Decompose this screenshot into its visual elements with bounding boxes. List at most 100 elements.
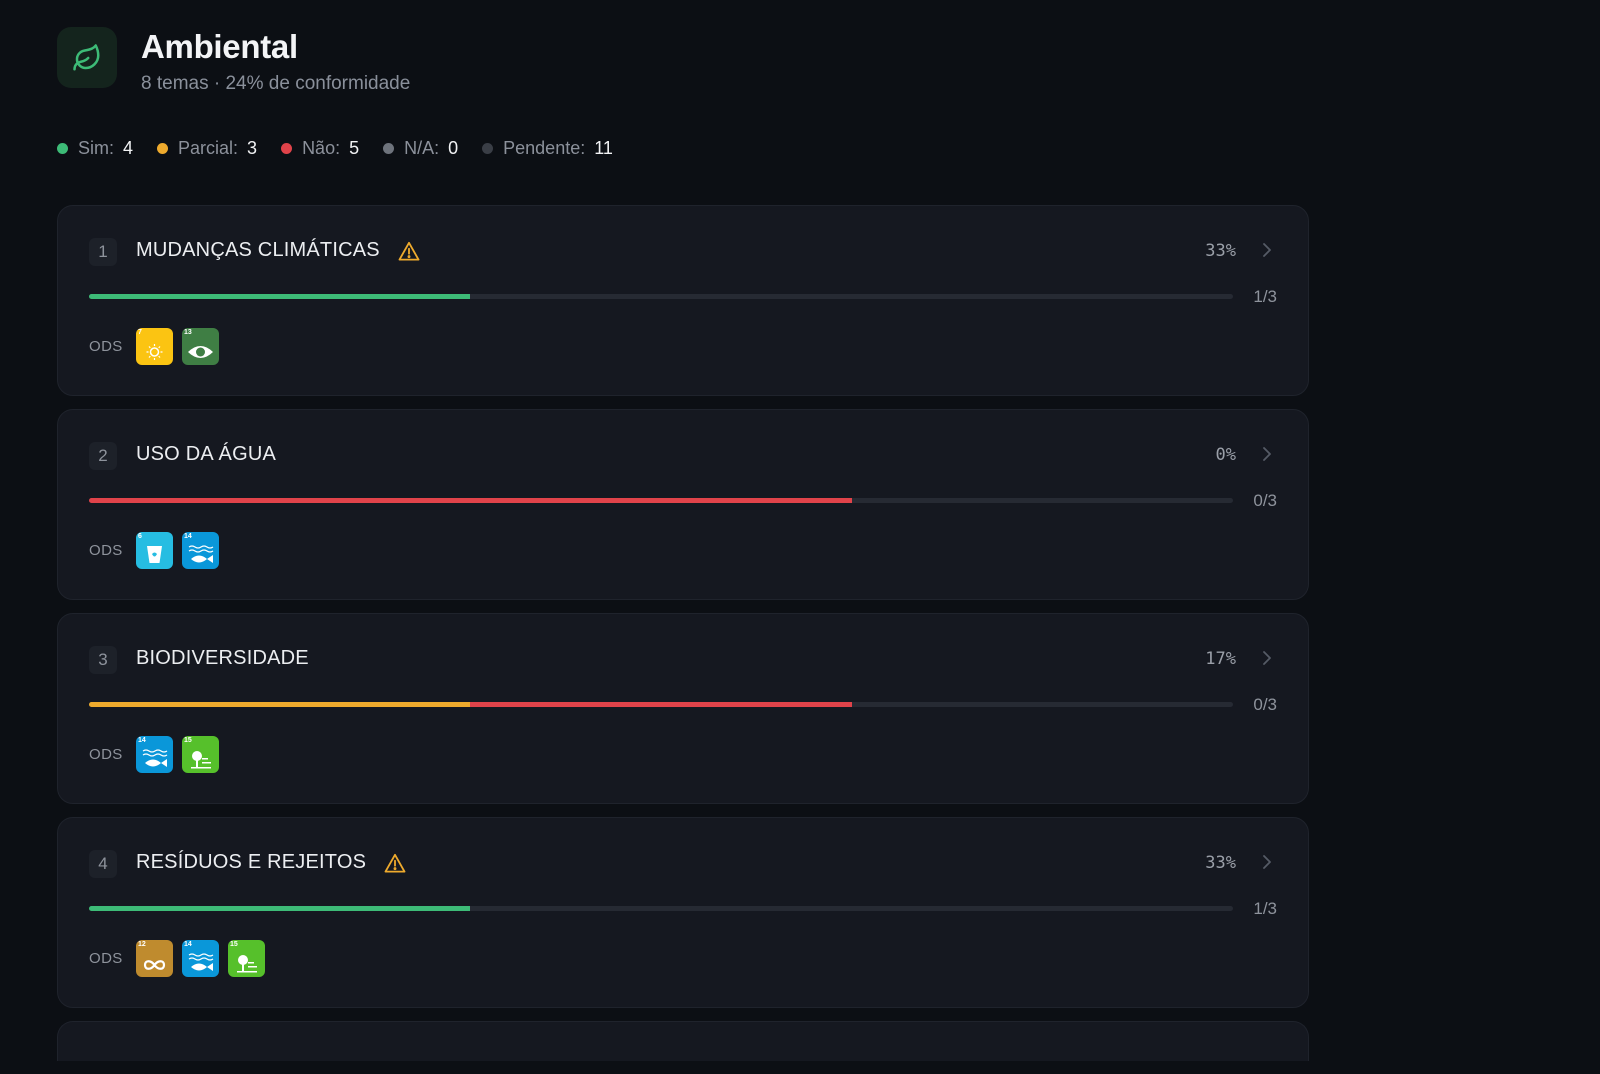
legend-item: Não: 5 <box>281 138 359 159</box>
status-dot <box>157 143 169 154</box>
chevron-right-icon[interactable] <box>1262 446 1272 467</box>
ods-badge-15[interactable]: 15 <box>182 736 219 773</box>
infinity-icon <box>143 960 166 970</box>
ods-number: 7 <box>138 329 142 336</box>
ods-badge-7[interactable]: 7 <box>136 328 173 365</box>
theme-title-text: RESÍDUOS E REJEITOS <box>136 851 367 873</box>
progress-bar <box>89 294 1233 299</box>
progress-bar <box>89 906 1233 911</box>
page-title: Ambiental <box>141 28 298 65</box>
theme-number: 4 <box>89 850 117 878</box>
status-dot <box>482 143 494 154</box>
chevron-right-icon[interactable] <box>1262 854 1272 875</box>
theme-percentage: 33% <box>1205 241 1236 261</box>
legend-item: Sim: 4 <box>57 138 133 159</box>
theme-card-4[interactable]: 4 RESÍDUOS E REJEITOS 33% 1/3 ODS 12 14 15 <box>57 817 1309 1008</box>
legend-count: 4 <box>123 138 134 158</box>
legend-item: N/A: 0 <box>383 138 458 159</box>
tree-icon <box>237 955 257 973</box>
theme-title: USO DA ÁGUA <box>136 443 276 466</box>
warning-icon <box>398 241 420 261</box>
progress-segment-sim <box>89 294 471 299</box>
theme-title: BIODIVERSIDADE <box>136 647 309 670</box>
theme-ratio: 0/3 <box>1253 491 1277 510</box>
ods-number: 14 <box>184 941 192 948</box>
legend-item: Pendente: 11 <box>482 138 613 159</box>
ods-number: 12 <box>138 941 146 948</box>
ods-badge-13[interactable]: 13 <box>182 328 219 365</box>
ods-number: 14 <box>138 737 146 744</box>
eye-earth-icon <box>188 346 213 358</box>
legend-label: Sim: <box>78 138 114 158</box>
theme-list: 1 MUDANÇAS CLIMÁTICAS 33% 1/3 ODS 7 13 2 USO DA … <box>57 205 1309 1074</box>
theme-title-text: USO DA ÁGUA <box>136 443 277 465</box>
theme-ratio: 0/3 <box>1253 695 1277 714</box>
legend-count: 3 <box>247 138 258 158</box>
theme-title-text: BIODIVERSIDADE <box>136 647 309 669</box>
ods-row: ODS 7 13 <box>89 328 228 365</box>
status-legend: Sim: 4 Parcial: 3 Não: 5 N/A: 0 Pendente: 11 <box>57 138 637 159</box>
ods-row: ODS 12 14 15 <box>89 940 274 977</box>
theme-number: 2 <box>89 442 117 470</box>
legend-count: 5 <box>349 138 360 158</box>
chevron-right-icon[interactable] <box>1262 650 1272 671</box>
ods-row: ODS 14 15 <box>89 736 228 773</box>
legend-label: Não: <box>302 138 341 158</box>
status-dot <box>383 143 395 154</box>
ods-number: 15 <box>184 737 192 744</box>
ods-number: 15 <box>230 941 238 948</box>
ods-label: ODS <box>89 950 123 967</box>
legend-label: Parcial: <box>178 138 239 158</box>
progress-segment-nao <box>89 498 852 503</box>
fish-icon <box>142 749 168 767</box>
chevron-right-icon[interactable] <box>1262 242 1272 263</box>
theme-card-3[interactable]: 3 BIODIVERSIDADE 17% 0/3 ODS 14 15 <box>57 613 1309 804</box>
fish-icon <box>188 545 214 563</box>
ods-label: ODS <box>89 338 123 355</box>
ods-badge-15[interactable]: 15 <box>228 940 265 977</box>
ods-badge-6[interactable]: 6 <box>136 532 173 569</box>
theme-ratio: 1/3 <box>1253 899 1277 918</box>
fish-icon <box>188 953 214 971</box>
theme-card-5[interactable] <box>57 1021 1309 1061</box>
ods-badge-12[interactable]: 12 <box>136 940 173 977</box>
ods-number: 6 <box>138 533 142 540</box>
theme-percentage: 17% <box>1205 649 1236 669</box>
status-dot <box>281 143 293 154</box>
sun-icon <box>146 344 163 360</box>
progress-segment-parcial <box>89 702 471 707</box>
ods-label: ODS <box>89 542 123 559</box>
legend-count: 11 <box>594 138 613 158</box>
ods-badge-14[interactable]: 14 <box>136 736 173 773</box>
theme-number: 1 <box>89 238 117 266</box>
ods-badge-14[interactable]: 14 <box>182 532 219 569</box>
theme-ratio: 1/3 <box>1253 287 1277 306</box>
theme-card-2[interactable]: 2 USO DA ÁGUA 0% 0/3 ODS 6 14 <box>57 409 1309 600</box>
ods-label: ODS <box>89 746 123 763</box>
theme-percentage: 0% <box>1215 445 1236 465</box>
ods-number: 13 <box>184 329 192 336</box>
theme-title: RESÍDUOS E REJEITOS <box>136 851 406 874</box>
leaf-icon <box>57 27 117 88</box>
theme-title-text: MUDANÇAS CLIMÁTICAS <box>136 239 380 261</box>
ods-row: ODS 6 14 <box>89 532 228 569</box>
progress-segment-nao <box>470 702 852 707</box>
legend-item: Parcial: 3 <box>157 138 257 159</box>
page-header: Ambiental 8 temas · 24% de conformidade <box>57 27 410 95</box>
theme-percentage: 33% <box>1205 853 1236 873</box>
theme-number: 3 <box>89 646 117 674</box>
legend-count: 0 <box>448 138 459 158</box>
ods-badge-14[interactable]: 14 <box>182 940 219 977</box>
water-glass-icon <box>147 546 162 563</box>
theme-card-1[interactable]: 1 MUDANÇAS CLIMÁTICAS 33% 1/3 ODS 7 13 <box>57 205 1309 396</box>
tree-icon <box>191 751 211 769</box>
ods-number: 14 <box>184 533 192 540</box>
legend-label: Pendente: <box>503 138 586 158</box>
page-subtitle: 8 temas · 24% de conformidade <box>141 73 411 94</box>
progress-bar <box>89 498 1233 503</box>
warning-icon <box>384 853 406 873</box>
legend-label: N/A: <box>404 138 440 158</box>
theme-title: MUDANÇAS CLIMÁTICAS <box>136 239 420 262</box>
progress-segment-sim <box>89 906 471 911</box>
progress-bar <box>89 702 1233 707</box>
